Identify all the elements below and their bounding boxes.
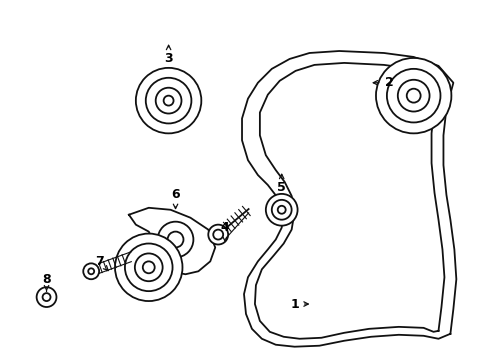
Text: 6: 6 [171, 188, 180, 208]
Text: 4: 4 [220, 221, 229, 241]
Circle shape [136, 68, 201, 133]
Circle shape [37, 287, 56, 307]
Text: 1: 1 [290, 297, 307, 311]
Text: 2: 2 [372, 76, 392, 89]
Text: 7: 7 [95, 255, 108, 271]
Circle shape [115, 234, 182, 301]
Text: 3: 3 [164, 45, 173, 66]
Circle shape [265, 194, 297, 226]
Text: 5: 5 [277, 174, 285, 194]
Circle shape [375, 58, 450, 133]
Text: 8: 8 [42, 273, 51, 291]
Circle shape [83, 264, 99, 279]
Circle shape [208, 225, 228, 244]
